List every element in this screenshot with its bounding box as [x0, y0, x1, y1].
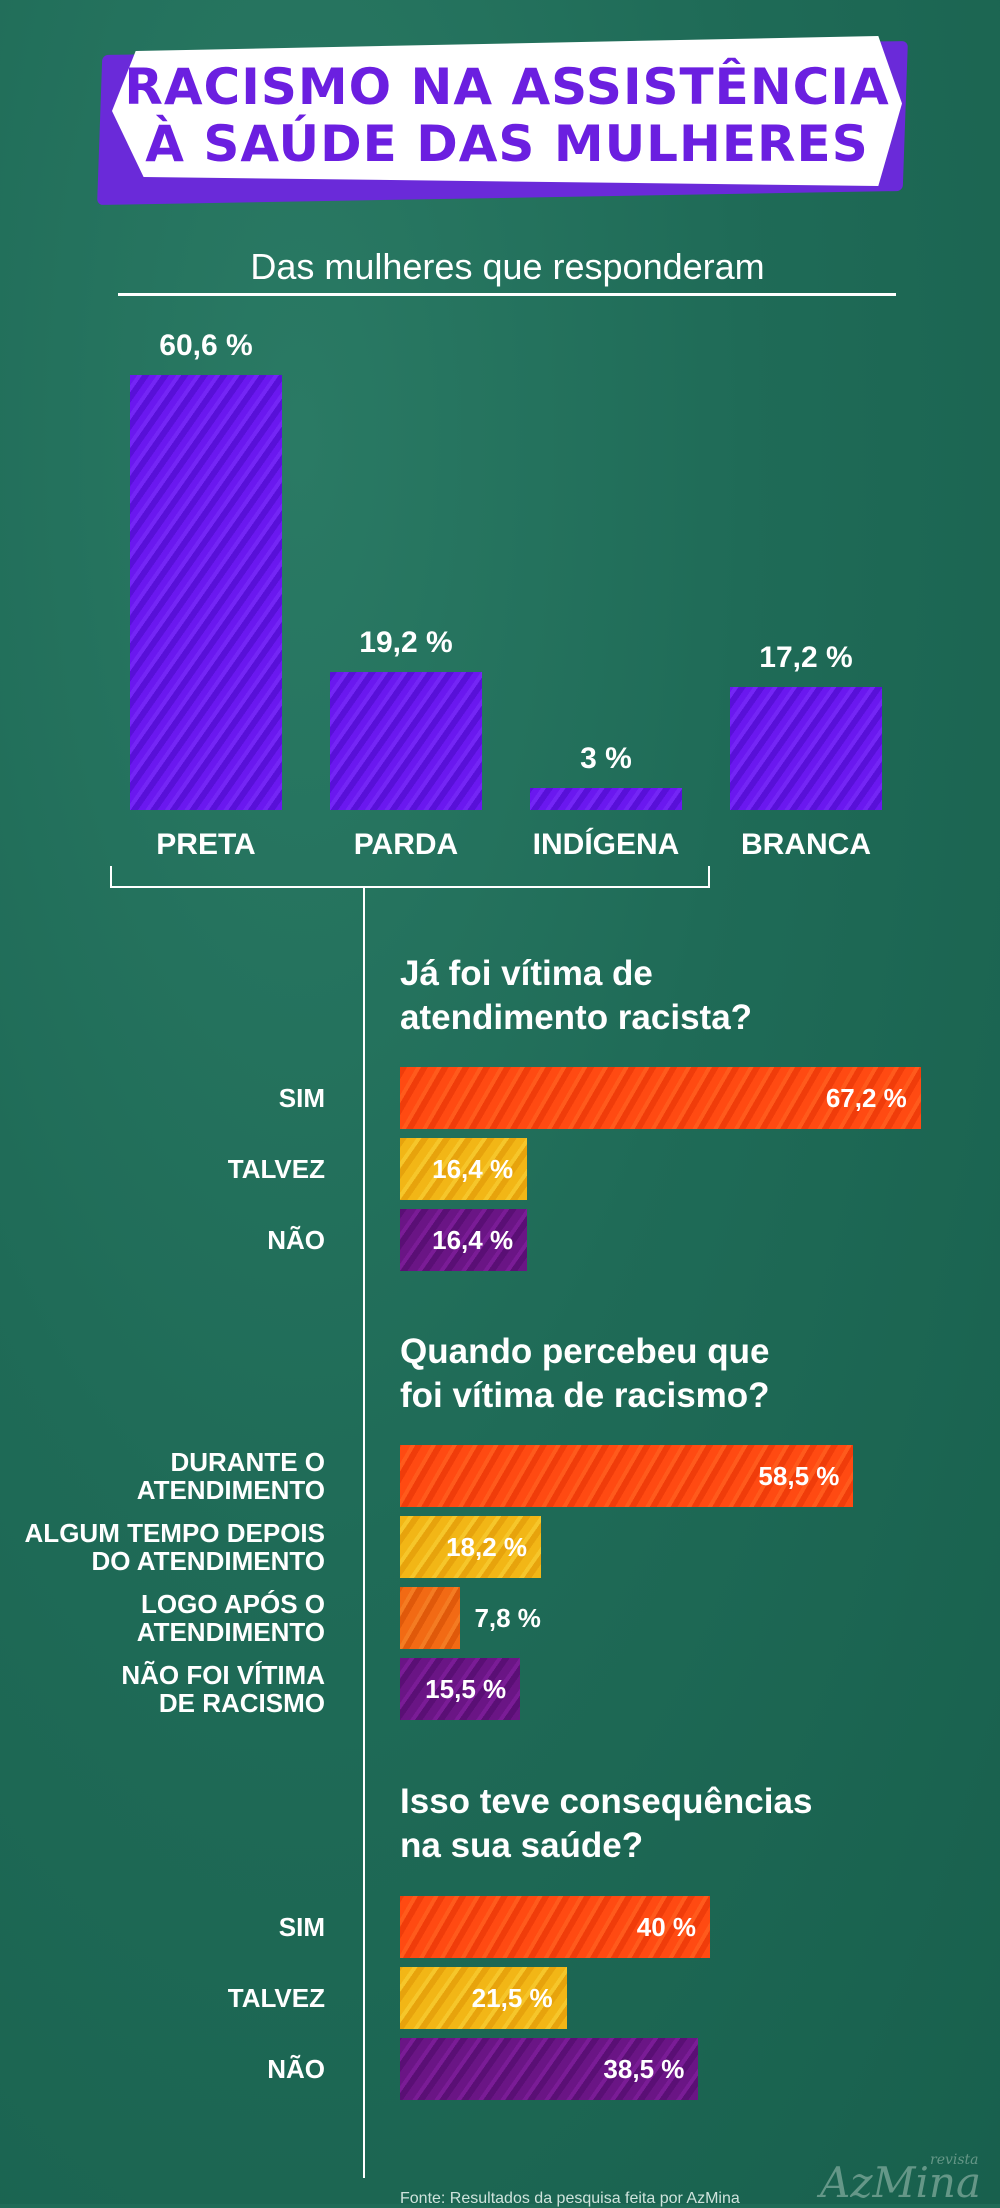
bar-value-label: 60,6 %: [159, 328, 253, 362]
bracket-line: [110, 886, 710, 888]
bar-value-label: 7,8 %: [474, 1603, 541, 1633]
azmina-logo-tag: revista: [930, 2152, 979, 2168]
bar-value-label: 15,5 %: [425, 1674, 507, 1704]
category-label: INDÍGENA: [532, 828, 680, 861]
hbar: [400, 1516, 542, 1578]
row-label: DURANTE O ATENDIMENTO: [136, 1447, 325, 1505]
bar-value-label: 16,4 %: [432, 1225, 514, 1255]
bar-value-label: 67,2 %: [825, 1083, 907, 1113]
category-label: BRANCA: [741, 828, 871, 861]
bar-value-label: 40 %: [636, 1912, 696, 1942]
title-line-2: à saúde das mulheres: [145, 115, 869, 173]
hbar: [400, 1067, 921, 1129]
bar-indígena: [530, 788, 682, 810]
chart-1-title: Das mulheres que responderam: [250, 246, 765, 287]
question-title: Já foi vítima de atendimento racista?: [400, 954, 753, 1037]
row-label: TALVEZ: [227, 1983, 325, 2013]
question-title: Isso teve consequências na sua saúde?: [400, 1782, 813, 1865]
row-label: TALVEZ: [227, 1154, 325, 1184]
hbar: [400, 1138, 528, 1200]
row-label: NÃO: [267, 2054, 325, 2084]
row-label: NÃO FOI VÍTIMA DE RACISMO: [121, 1660, 325, 1718]
bar-value-label: 18,2 %: [446, 1532, 528, 1562]
category-label: PRETA: [156, 828, 256, 861]
bar-branca: [730, 686, 882, 810]
bar-value-label: 3 %: [580, 742, 632, 776]
title-banner: [112, 36, 902, 186]
row-label: SIM: [278, 1912, 325, 1942]
bar-value-label: 17,2 %: [759, 640, 853, 674]
row-label: NÃO: [267, 1225, 325, 1255]
hbar: [400, 1967, 567, 2029]
category-label: PARDA: [353, 828, 459, 861]
bar-value-label: 19,2 %: [359, 626, 453, 660]
title-underline: [118, 293, 896, 296]
row-label: SIM: [278, 1083, 325, 1113]
source-note: Fonte: Resultados da pesquisa feita por …: [400, 2190, 740, 2207]
hbar: [400, 1587, 461, 1649]
bar-parda: [330, 672, 482, 810]
bar-value-label: 16,4 %: [432, 1154, 514, 1184]
bar-preta: [130, 374, 282, 810]
bar-value-label: 58,5 %: [758, 1461, 840, 1491]
title-line-1: Racismo na assistência: [124, 58, 890, 116]
row-label: ALGUM TEMPO DEPOIS DO ATENDIMENTO: [24, 1518, 325, 1576]
hbar: [400, 1209, 528, 1271]
bracket-right-tick: [708, 866, 710, 888]
hbar: [400, 1658, 521, 1720]
question-title: Quando percebeu que foi vítima de racismo…: [400, 1332, 770, 1415]
azmina-logo: AzMina: [820, 2158, 981, 2207]
bar-value-label: 38,5 %: [603, 2054, 685, 2084]
row-label: LOGO APÓS O ATENDIMENTO: [136, 1589, 325, 1647]
vertical-axis-line: [363, 888, 365, 2178]
hbar: [400, 1896, 710, 1958]
hbar: [400, 1445, 854, 1507]
bar-value-label: 21,5 %: [471, 1983, 553, 2013]
hbar: [400, 2038, 699, 2100]
bracket-left-tick: [110, 866, 112, 888]
